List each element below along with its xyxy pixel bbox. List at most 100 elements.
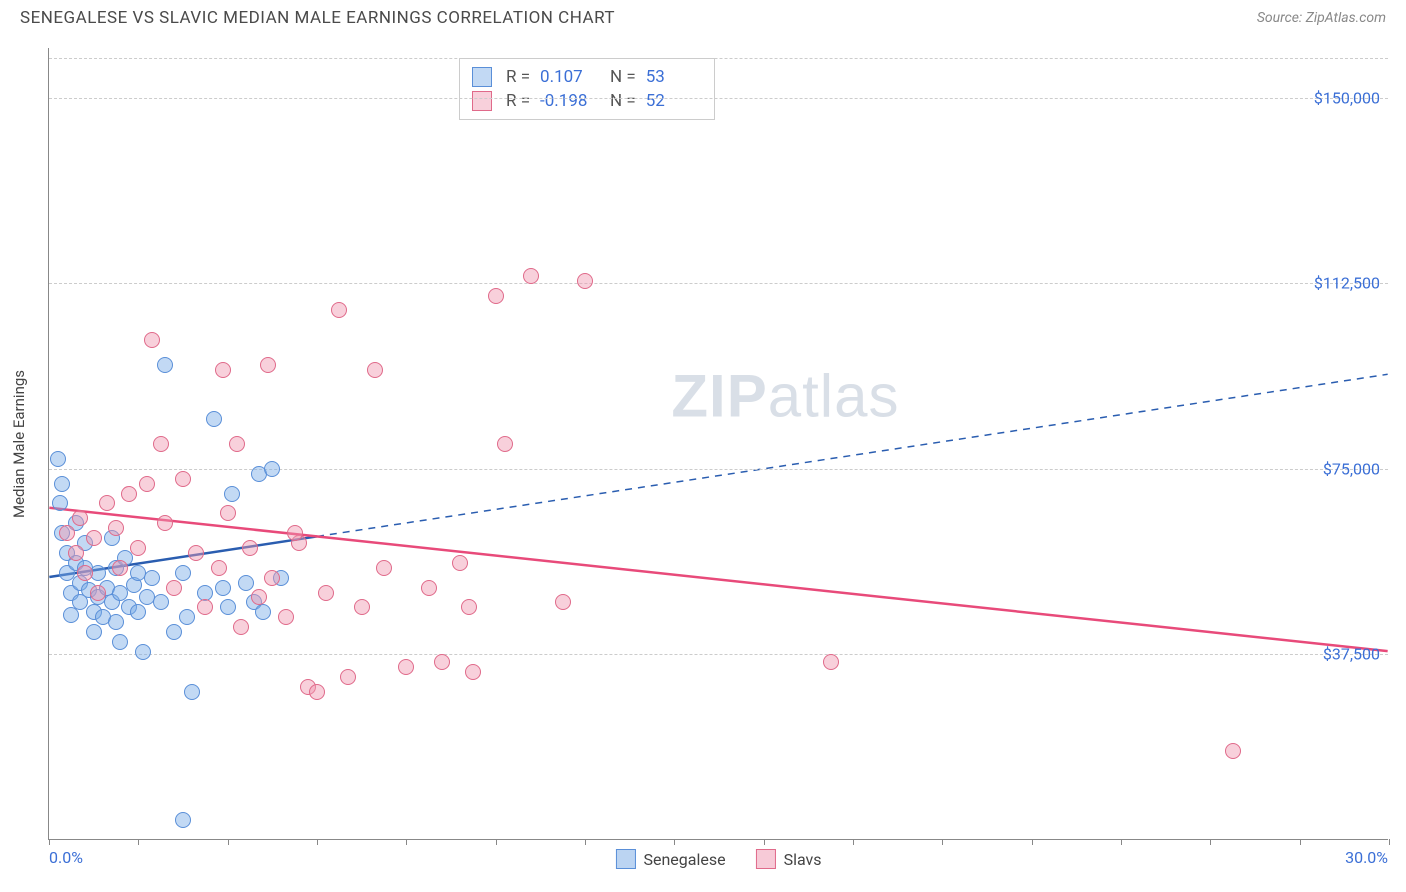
- data-point: [68, 545, 84, 561]
- data-point: [175, 471, 191, 487]
- data-point: [434, 654, 450, 670]
- data-point: [1225, 743, 1241, 759]
- data-point: [309, 684, 325, 700]
- x-tick: [1300, 839, 1301, 845]
- y-tick-label: $37,500: [1323, 645, 1380, 664]
- data-point: [121, 486, 137, 502]
- data-point: [287, 525, 303, 541]
- trend-lines-svg: [49, 48, 1388, 839]
- x-tick: [138, 839, 139, 845]
- data-point: [144, 570, 160, 586]
- chart-title: SENEGALESE VS SLAVIC MEDIAN MALE EARNING…: [20, 8, 615, 28]
- data-point: [233, 619, 249, 635]
- gridline: [49, 469, 1388, 470]
- data-point: [112, 634, 128, 650]
- x-tick: [1032, 839, 1033, 845]
- chart-header: SENEGALESE VS SLAVIC MEDIAN MALE EARNING…: [0, 0, 1406, 32]
- data-point: [523, 268, 539, 284]
- legend-label-senegalese: Senegalese: [643, 850, 725, 869]
- gridline: [49, 98, 1388, 99]
- data-point: [50, 451, 66, 467]
- data-point: [215, 580, 231, 596]
- data-point: [54, 476, 70, 492]
- data-point: [488, 288, 504, 304]
- chart-plot-area: Median Male Earnings R = 0.107 N = 53 R …: [48, 48, 1388, 840]
- gridline: [49, 654, 1388, 655]
- data-point: [318, 585, 334, 601]
- data-point: [452, 555, 468, 571]
- x-tick: [585, 839, 586, 845]
- data-point: [255, 604, 271, 620]
- data-point: [130, 604, 146, 620]
- stat-n-label: N =: [610, 91, 636, 111]
- bottom-legend: Senegalese Slavs: [615, 849, 821, 869]
- data-point: [497, 436, 513, 452]
- data-point: [188, 545, 204, 561]
- data-point: [229, 436, 245, 452]
- stat-n-value-slavs: 52: [646, 91, 702, 111]
- data-point: [577, 273, 593, 289]
- stat-r-label: R =: [506, 91, 530, 111]
- data-point: [264, 570, 280, 586]
- data-point: [86, 530, 102, 546]
- data-point: [465, 664, 481, 680]
- watermark: ZIPatlas: [671, 362, 899, 431]
- data-point: [211, 560, 227, 576]
- data-point: [197, 585, 213, 601]
- data-point: [157, 357, 173, 373]
- data-point: [184, 684, 200, 700]
- y-axis-title: Median Male Earnings: [10, 369, 28, 517]
- data-point: [242, 540, 258, 556]
- data-point: [421, 580, 437, 596]
- x-tick: [942, 839, 943, 845]
- data-point: [398, 659, 414, 675]
- data-point: [130, 540, 146, 556]
- data-point: [175, 565, 191, 581]
- data-point: [108, 520, 124, 536]
- gridline: [49, 58, 1388, 59]
- data-point: [224, 486, 240, 502]
- chart-source: Source: ZipAtlas.com: [1257, 10, 1386, 26]
- y-tick-label: $75,000: [1323, 459, 1380, 478]
- x-tick: [496, 839, 497, 845]
- stat-r-value-senegalese: 0.107: [540, 67, 596, 87]
- y-tick-label: $150,000: [1314, 88, 1380, 107]
- data-point: [197, 599, 213, 615]
- data-point: [823, 654, 839, 670]
- watermark-bold: ZIP: [671, 363, 767, 430]
- stat-r-value-slavs: -0.198: [540, 91, 596, 111]
- data-point: [206, 411, 222, 427]
- x-axis-label-max: 30.0%: [1345, 848, 1388, 867]
- x-tick: [49, 839, 50, 845]
- swatch-senegalese: [472, 67, 492, 87]
- x-axis-label-min: 0.0%: [49, 848, 83, 867]
- x-tick: [317, 839, 318, 845]
- data-point: [260, 357, 276, 373]
- data-point: [278, 609, 294, 625]
- data-point: [376, 560, 392, 576]
- legend-label-slavs: Slavs: [784, 850, 822, 869]
- gridline: [49, 283, 1388, 284]
- legend-item-senegalese: Senegalese: [615, 849, 725, 869]
- x-tick: [853, 839, 854, 845]
- legend-swatch-senegalese: [615, 849, 635, 869]
- data-point: [86, 624, 102, 640]
- x-tick: [674, 839, 675, 845]
- data-point: [153, 436, 169, 452]
- data-point: [72, 510, 88, 526]
- data-point: [166, 624, 182, 640]
- stats-legend-box: R = 0.107 N = 53 R = -0.198 N = 52: [459, 58, 715, 120]
- data-point: [367, 362, 383, 378]
- data-point: [153, 594, 169, 610]
- data-point: [99, 495, 115, 511]
- data-point: [77, 565, 93, 581]
- data-point: [59, 525, 75, 541]
- data-point: [331, 302, 347, 318]
- data-point: [135, 644, 151, 660]
- data-point: [354, 599, 370, 615]
- data-point: [52, 495, 68, 511]
- data-point: [139, 476, 155, 492]
- data-point: [112, 560, 128, 576]
- legend-item-slavs: Slavs: [756, 849, 822, 869]
- data-point: [175, 812, 191, 828]
